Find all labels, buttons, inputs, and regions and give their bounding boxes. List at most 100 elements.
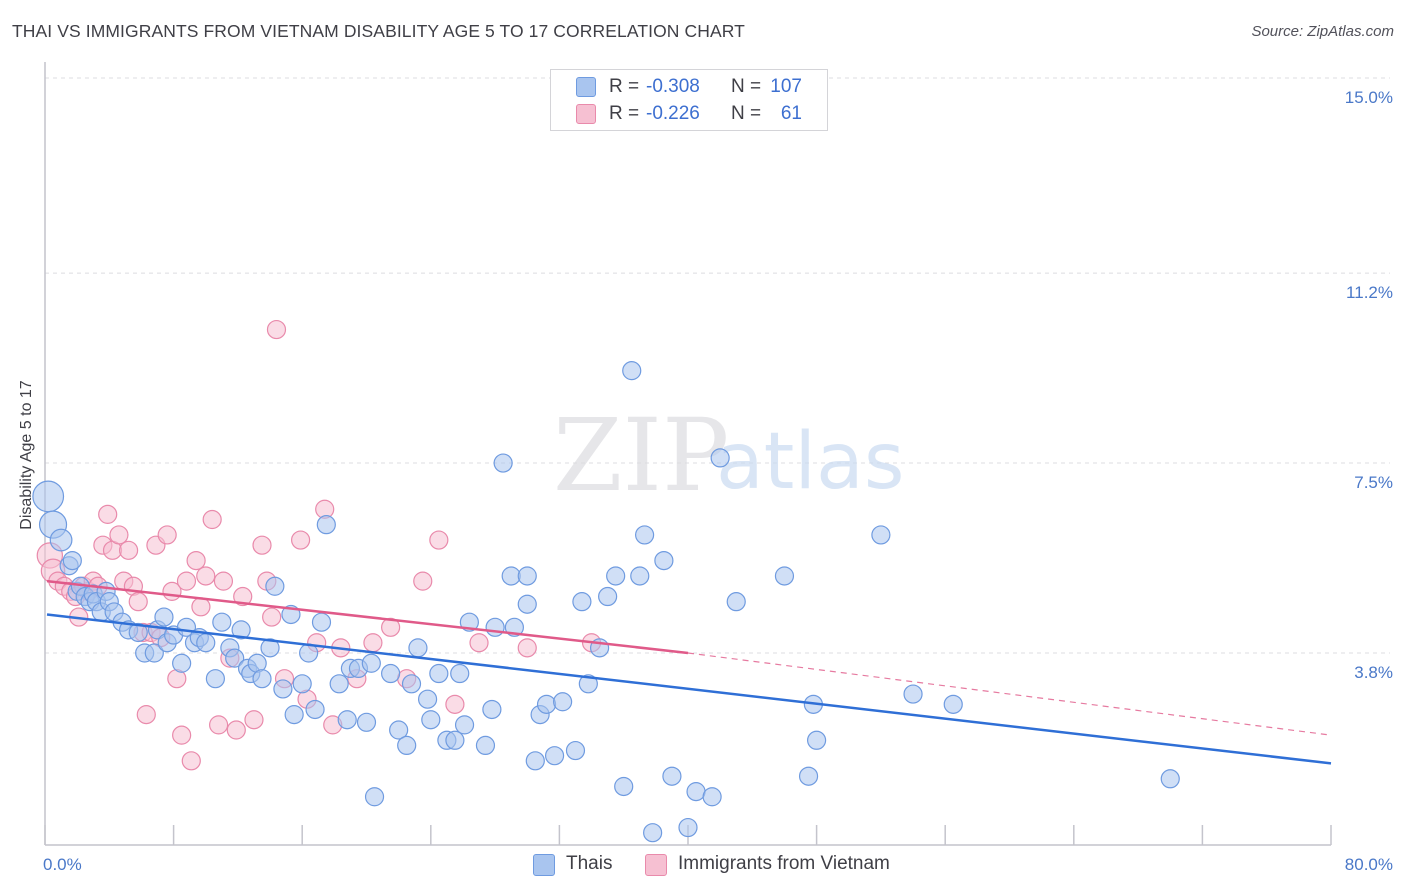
correlation-legend: R = -0.308 N = 107 R = -0.226 N = 61	[550, 69, 828, 131]
trend-lines	[46, 579, 1332, 765]
data-point	[209, 715, 229, 735]
data-point	[903, 684, 923, 704]
data-point	[172, 653, 192, 673]
data-point	[501, 566, 521, 586]
x-tick-label: 0.0%	[43, 855, 82, 874]
data-point	[284, 705, 304, 725]
data-point	[871, 525, 891, 545]
bottom-legend-swatch-thais	[533, 854, 555, 876]
data-point	[774, 566, 795, 586]
data-point	[32, 480, 65, 513]
data-point	[429, 530, 449, 550]
data-point	[364, 787, 385, 807]
data-point	[337, 710, 357, 730]
data-point	[356, 712, 377, 732]
data-point	[172, 725, 192, 745]
data-point	[98, 504, 118, 524]
bottom-legend-label-vietnam: Immigrants from Vietnam	[678, 853, 890, 874]
data-point	[202, 509, 222, 530]
series-thais-points	[32, 361, 1180, 843]
legend-swatch-vietnam	[576, 104, 596, 124]
legend-r-label: R =	[609, 76, 640, 97]
trend-line-vietnam-extension	[687, 652, 1332, 736]
data-point	[381, 663, 401, 684]
data-point	[252, 535, 272, 555]
watermark: ZIP atlas	[553, 397, 905, 514]
data-point	[290, 530, 311, 550]
data-point	[598, 586, 618, 607]
legend-n-label: N =	[731, 76, 762, 97]
data-point	[485, 617, 505, 637]
data-point	[544, 746, 565, 766]
data-point	[181, 751, 201, 771]
data-point	[686, 782, 706, 802]
data-point	[643, 823, 663, 843]
data-point	[389, 720, 409, 740]
legend-row-thais: R = -0.308 N = 107	[551, 74, 827, 100]
data-point	[292, 674, 312, 694]
data-point	[205, 669, 225, 689]
x-tick-labels: 0.0% 80.0%	[43, 855, 1393, 874]
data-point	[1160, 769, 1180, 789]
data-point	[260, 638, 280, 658]
data-point	[630, 566, 650, 586]
watermark-zip: ZIP	[553, 397, 729, 514]
data-point	[305, 699, 325, 720]
data-point	[225, 648, 245, 668]
data-point	[459, 612, 479, 632]
data-point	[252, 669, 272, 689]
data-point	[710, 448, 730, 468]
series-vietnam-points	[36, 319, 602, 771]
data-point	[614, 776, 634, 797]
data-point	[654, 550, 674, 571]
data-point	[702, 787, 722, 807]
data-point	[413, 571, 433, 591]
data-point	[196, 566, 216, 586]
legend-n-value: 61	[780, 103, 802, 124]
data-point	[213, 571, 234, 591]
data-point	[329, 674, 349, 694]
data-point	[226, 720, 246, 740]
data-point	[445, 694, 465, 714]
legend-r-value: -0.226	[646, 103, 700, 124]
data-point	[316, 515, 336, 535]
watermark-atlas: atlas	[716, 417, 905, 507]
data-point	[482, 699, 502, 720]
data-point	[421, 710, 441, 730]
data-point	[572, 592, 592, 612]
data-point	[475, 735, 496, 756]
data-point	[553, 692, 573, 712]
data-point	[806, 730, 827, 750]
data-point	[49, 528, 73, 552]
data-point	[273, 679, 293, 699]
data-point	[157, 525, 177, 545]
data-point	[622, 361, 642, 381]
y-tick-label: 3.8%	[1354, 663, 1393, 682]
data-point	[397, 735, 417, 756]
bottom-legend-swatch-vietnam	[645, 854, 667, 876]
data-point	[311, 612, 332, 632]
data-point	[606, 566, 626, 586]
data-point	[454, 715, 475, 735]
data-point	[662, 766, 682, 786]
data-point	[469, 633, 489, 653]
y-tick-labels: 3.8% 7.5% 11.2% 15.0%	[1345, 88, 1393, 682]
data-point	[128, 622, 148, 643]
data-point	[363, 633, 383, 653]
y-tick-label: 15.0%	[1345, 88, 1393, 107]
data-point	[381, 617, 401, 637]
data-point	[565, 740, 586, 761]
data-point	[265, 576, 285, 596]
data-point	[578, 674, 598, 694]
data-point	[429, 663, 449, 684]
source-note: Source: ZipAtlas.com	[1251, 23, 1394, 40]
data-point	[517, 566, 537, 586]
trend-line-vietnam	[46, 579, 689, 655]
axes	[44, 62, 1332, 846]
data-point	[212, 612, 232, 632]
data-point	[118, 540, 139, 560]
data-point	[154, 607, 174, 627]
data-point	[196, 633, 216, 653]
data-point	[401, 674, 422, 694]
